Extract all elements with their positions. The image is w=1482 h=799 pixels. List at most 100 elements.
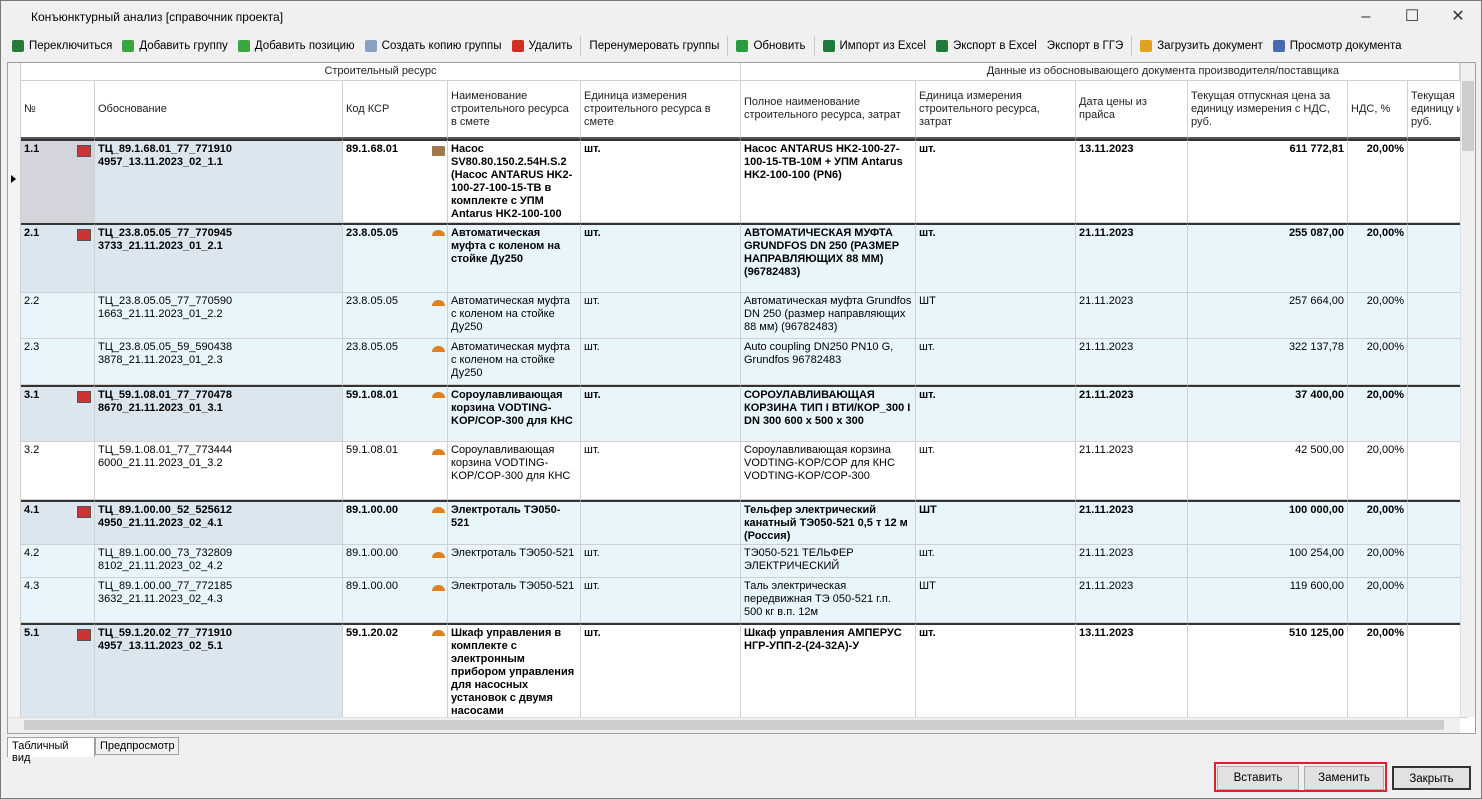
- column-header: Единица измерения строительного ресурса …: [581, 81, 741, 139]
- toolbar-label: Добавить группу: [139, 40, 228, 52]
- table-cell: [1408, 339, 1468, 385]
- toolbar-button[interactable]: Экспорт в Excel: [931, 35, 1042, 57]
- toolbar-icon: [511, 40, 524, 52]
- table-cell: 21.11.2023: [1076, 545, 1188, 578]
- table-cell: Автоматическая муфта Grundfos DN 250 (ра…: [741, 293, 916, 339]
- group-icon: [77, 145, 91, 157]
- table-cell: шт.: [581, 623, 741, 718]
- table-cell: ШТ: [916, 293, 1076, 339]
- toolbar-button[interactable]: Экспорт в ГГЭ: [1042, 35, 1128, 57]
- table-cell: [1408, 223, 1468, 293]
- table-cell: [1408, 623, 1468, 718]
- close-window-button[interactable]: ✕: [1451, 8, 1465, 25]
- table-cell: Автоматическая муфта с коленом на стойке…: [448, 293, 581, 339]
- table-cell: 89.1.68.01: [343, 139, 448, 223]
- table-cell: 23.8.05.05: [343, 293, 448, 339]
- toolbar-button[interactable]: Создать копию группы: [360, 35, 507, 57]
- toolbar-icon: [1272, 40, 1285, 52]
- table-cell: АВТОМАТИЧЕСКАЯ МУФТА GRUNDFOS DN 250 (РА…: [741, 223, 916, 293]
- maximize-button[interactable]: ☐: [1404, 8, 1420, 25]
- tab[interactable]: Табличный вид: [7, 737, 95, 764]
- table-cell: 20,00%: [1348, 578, 1408, 623]
- resource-icon: [432, 300, 445, 306]
- column-header: Текущая отпускная цена за единицу измере…: [1188, 81, 1348, 139]
- table-cell: шт.: [916, 223, 1076, 293]
- table-cell: 20,00%: [1348, 545, 1408, 578]
- toolbar-button[interactable]: Перенумеровать группы: [584, 35, 724, 57]
- resource-icon: [432, 146, 445, 156]
- dialog-button[interactable]: Вставить: [1217, 766, 1299, 790]
- toolbar-button[interactable]: Удалить: [507, 35, 578, 57]
- table-cell: 100 000,00: [1188, 500, 1348, 545]
- table-cell: Сороулавливающая корзина VODTING-KOP/COP…: [448, 442, 581, 500]
- toolbar-button[interactable]: Добавить позицию: [233, 35, 360, 57]
- toolbar-icon: [736, 40, 749, 52]
- toolbar-label: Переключиться: [29, 40, 113, 52]
- table-cell: шт.: [581, 545, 741, 578]
- resource-icon: [432, 346, 445, 352]
- table-cell: 4.2: [21, 545, 95, 578]
- toolbar-button[interactable]: Импорт из Excel: [818, 35, 931, 57]
- vertical-scrollbar[interactable]: [1460, 63, 1475, 717]
- group-icon: [77, 391, 91, 403]
- toolbar-icon: [122, 40, 135, 52]
- dialog-button[interactable]: Заменить: [1304, 766, 1384, 790]
- table-cell: 20,00%: [1348, 442, 1408, 500]
- table-cell: Электроталь ТЭ050-521: [448, 578, 581, 623]
- table-cell: 21.11.2023: [1076, 442, 1188, 500]
- column-header: Единица измерения строительного ресурса,…: [916, 81, 1076, 139]
- toolbar-button[interactable]: Загрузить документ: [1135, 35, 1268, 57]
- table-cell: Auto coupling DN250 PN10 G, Grundfos 967…: [741, 339, 916, 385]
- toolbar-icon: [364, 40, 377, 52]
- table-cell: ТЦ_23.8.05.05_77_770945 3733_21.11.2023_…: [95, 223, 343, 293]
- table-cell: 322 137,78: [1188, 339, 1348, 385]
- toolbar-separator: [1131, 36, 1133, 56]
- table-cell: ТЦ_89.1.00.00_77_772185 3632_21.11.2023_…: [95, 578, 343, 623]
- table-cell: ТЦ_89.1.68.01_77_771910 4957_13.11.2023_…: [95, 139, 343, 223]
- group-icon: [77, 629, 91, 641]
- table-cell: 20,00%: [1348, 385, 1408, 442]
- toolbar-button[interactable]: Просмотр документа: [1268, 35, 1407, 57]
- toolbar-button[interactable]: Переключиться: [7, 35, 117, 57]
- minimize-button[interactable]: –: [1361, 8, 1371, 25]
- table-cell: 20,00%: [1348, 500, 1408, 545]
- table-cell: ШТ: [916, 578, 1076, 623]
- table-cell: ТЦ_23.8.05.05_59_590438 3878_21.11.2023_…: [95, 339, 343, 385]
- table-cell: 42 500,00: [1188, 442, 1348, 500]
- toolbar-label: Экспорт в ГГЭ: [1046, 40, 1124, 52]
- row-header-column: [8, 63, 21, 733]
- resource-icon: [432, 230, 445, 236]
- tab[interactable]: Предпросмотр: [95, 737, 179, 755]
- table-cell: шт.: [581, 578, 741, 623]
- horizontal-scroll-thumb[interactable]: [24, 720, 1444, 730]
- table-cell: 59.1.20.02: [343, 623, 448, 718]
- table-cell: шт.: [581, 293, 741, 339]
- table-cell: шт.: [581, 442, 741, 500]
- column-header: НДС, %: [1348, 81, 1408, 139]
- table-cell: Насос SV80.80.150.2.54H.S.2 (Насос ANTAR…: [448, 139, 581, 223]
- table-cell: Электроталь ТЭ050-521: [448, 545, 581, 578]
- toolbar-button[interactable]: Добавить группу: [117, 35, 232, 57]
- table-cell: 119 600,00: [1188, 578, 1348, 623]
- vertical-scroll-thumb[interactable]: [1462, 81, 1474, 151]
- resource-icon: [432, 552, 445, 558]
- group-icon: [77, 506, 91, 518]
- column-header: Код КСР: [343, 81, 448, 139]
- toolbar-button[interactable]: Обновить: [731, 35, 810, 57]
- table-cell: ТЦ_59.1.08.01_77_773444 6000_21.11.2023_…: [95, 442, 343, 500]
- dialog-button[interactable]: Закрыть: [1392, 766, 1471, 790]
- table-cell: 21.11.2023: [1076, 339, 1188, 385]
- table-cell: 510 125,00: [1188, 623, 1348, 718]
- table-cell: 257 664,00: [1188, 293, 1348, 339]
- table-cell: 20,00%: [1348, 139, 1408, 223]
- table-cell: 2.3: [21, 339, 95, 385]
- table-cell: шт.: [581, 385, 741, 442]
- table-cell: [1408, 545, 1468, 578]
- group-icon: [77, 229, 91, 241]
- toolbar-icon: [237, 40, 250, 52]
- highlight-box: [1214, 762, 1387, 792]
- table-cell: Сороулавливающая корзина VODTING-KOP/COP…: [741, 442, 916, 500]
- table-cell: шт.: [916, 623, 1076, 718]
